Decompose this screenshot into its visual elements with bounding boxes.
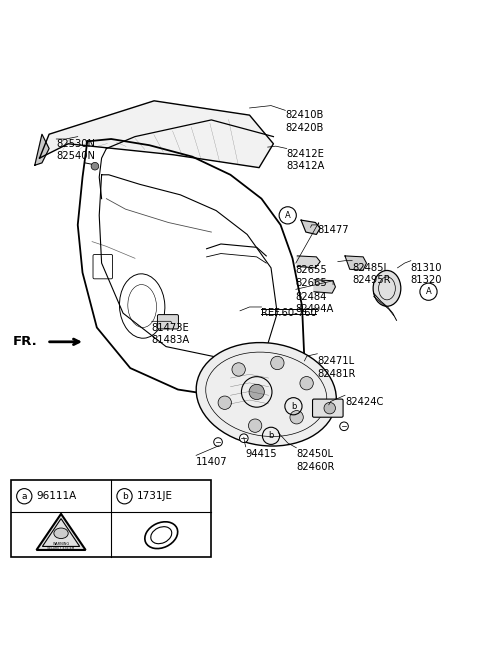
Ellipse shape: [196, 343, 336, 446]
Circle shape: [240, 434, 248, 443]
Polygon shape: [39, 101, 274, 168]
Text: 82530N
82540N: 82530N 82540N: [56, 139, 95, 161]
Text: 82655
82665: 82655 82665: [296, 265, 327, 288]
Circle shape: [300, 377, 313, 390]
Text: SECURITY SYSTEM: SECURITY SYSTEM: [48, 546, 75, 550]
Circle shape: [324, 402, 336, 414]
Text: 94415: 94415: [246, 449, 277, 459]
Polygon shape: [36, 514, 85, 550]
Text: 81477: 81477: [317, 225, 349, 235]
Text: 11407: 11407: [196, 457, 228, 467]
Circle shape: [232, 363, 245, 376]
Text: 96111A: 96111A: [36, 491, 77, 501]
Text: 1731JE: 1731JE: [137, 491, 173, 501]
Text: 82424C: 82424C: [345, 397, 384, 407]
Polygon shape: [35, 134, 49, 165]
Circle shape: [249, 419, 262, 432]
Polygon shape: [345, 256, 366, 271]
Text: a: a: [22, 492, 27, 500]
Circle shape: [249, 384, 264, 400]
Text: 82410B
82420B: 82410B 82420B: [285, 110, 324, 133]
FancyBboxPatch shape: [11, 480, 211, 557]
Circle shape: [271, 356, 284, 369]
Polygon shape: [314, 280, 336, 293]
Text: b: b: [268, 432, 274, 440]
Text: 81310
81320: 81310 81320: [411, 263, 443, 286]
Circle shape: [290, 411, 303, 424]
Ellipse shape: [54, 528, 68, 538]
Circle shape: [91, 162, 99, 170]
Ellipse shape: [151, 527, 172, 544]
Text: 82484
82494A: 82484 82494A: [296, 291, 334, 314]
Ellipse shape: [145, 522, 178, 549]
FancyBboxPatch shape: [157, 314, 179, 329]
Ellipse shape: [373, 271, 401, 307]
FancyBboxPatch shape: [312, 399, 343, 417]
Polygon shape: [301, 220, 320, 234]
Text: b: b: [291, 402, 296, 411]
Text: A: A: [426, 287, 432, 296]
Text: 82471L
82481R: 82471L 82481R: [317, 356, 356, 379]
Text: WARNING: WARNING: [52, 542, 70, 546]
Text: b: b: [121, 492, 127, 500]
Circle shape: [218, 396, 231, 409]
Text: A: A: [285, 211, 290, 220]
Circle shape: [214, 438, 222, 446]
Polygon shape: [297, 256, 320, 268]
Text: 81473E
81483A: 81473E 81483A: [152, 323, 190, 345]
Text: 82450L
82460R: 82450L 82460R: [296, 449, 335, 472]
Text: 82485L
82495R: 82485L 82495R: [352, 263, 391, 286]
Text: FR.: FR.: [12, 335, 37, 348]
Text: REF.60-760: REF.60-760: [262, 309, 317, 318]
Text: 82412E
83412A: 82412E 83412A: [287, 149, 325, 171]
Circle shape: [340, 422, 348, 430]
